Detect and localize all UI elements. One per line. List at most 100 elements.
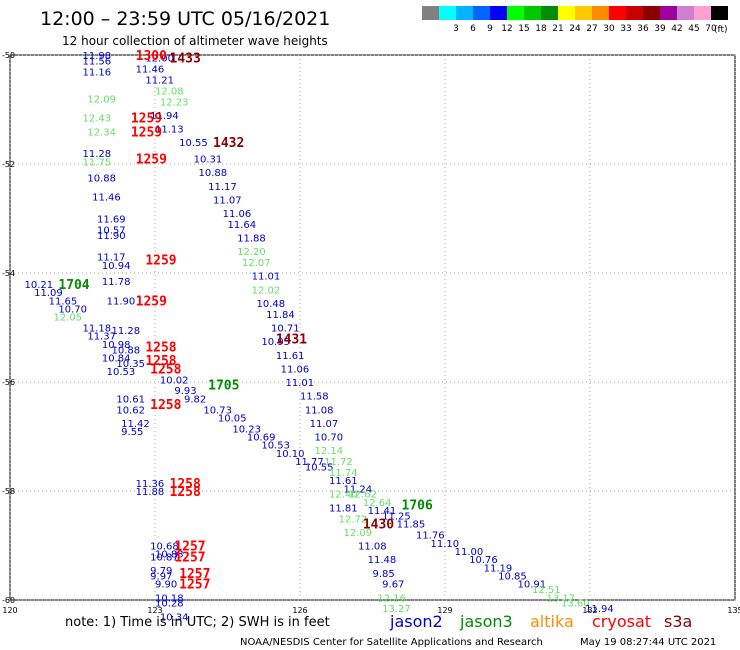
swh-value: 12.08 bbox=[155, 86, 184, 97]
swh-value: 11.61 bbox=[276, 351, 305, 362]
swh-value: 10.91 bbox=[518, 580, 547, 591]
footer-note: note: 1) Time is in UTC; 2) SWH is in fe… bbox=[65, 615, 330, 630]
swh-value: 11.25 bbox=[382, 512, 411, 523]
swh-value: 12.07 bbox=[242, 258, 271, 269]
lon-tick-label: 123 bbox=[147, 606, 162, 615]
swh-value: 9.67 bbox=[382, 580, 404, 591]
swh-value: 11.09 bbox=[34, 288, 63, 299]
swh-value: 12.72 bbox=[339, 514, 368, 525]
legend-swatch bbox=[592, 6, 609, 20]
swh-value: 10.88 bbox=[112, 345, 141, 356]
swh-value: 11.94 bbox=[585, 604, 614, 615]
swh-value: 12.00 bbox=[145, 54, 174, 65]
legend-unit: (ft) bbox=[714, 25, 728, 35]
swh-value: 10.88 bbox=[199, 168, 228, 179]
swh-value: 10.69 bbox=[247, 433, 276, 444]
pass-time-label: 1300 bbox=[136, 49, 167, 64]
swh-value: 11.90 bbox=[97, 231, 126, 242]
swh-value: 10.73 bbox=[203, 405, 232, 416]
lon-tick-label: 132 bbox=[582, 606, 597, 615]
legend-value: 36 bbox=[637, 24, 649, 34]
legend-swatch bbox=[541, 6, 558, 20]
swh-value: 10.70 bbox=[58, 304, 87, 315]
swh-value: 11.94 bbox=[150, 111, 179, 122]
pass-time-label: 1259 bbox=[136, 294, 167, 309]
pass-time-label: 1258 bbox=[170, 485, 201, 500]
lat-tick-label: -54 bbox=[2, 269, 15, 278]
swh-value: 10.87 bbox=[150, 552, 179, 563]
swh-value: 10.53 bbox=[261, 441, 290, 452]
pass-time-label: 1706 bbox=[402, 499, 433, 514]
swh-value: 11.69 bbox=[97, 215, 126, 226]
lon-tick-label: 135 bbox=[727, 606, 740, 615]
swh-value: 11.90 bbox=[107, 296, 136, 307]
swh-value: 13.17 bbox=[547, 593, 576, 604]
legend-swatch bbox=[422, 6, 439, 20]
legend-value: 39 bbox=[654, 24, 666, 34]
swh-value: 11.06 bbox=[281, 364, 310, 375]
swh-value: 11.77 bbox=[295, 457, 324, 468]
swh-value: 11.08 bbox=[305, 405, 334, 416]
legend-swatch bbox=[660, 6, 677, 20]
swh-value: 12.05 bbox=[54, 313, 83, 324]
satellite-name-jason2: jason2 bbox=[389, 612, 443, 631]
legend-value: 70 bbox=[705, 24, 717, 34]
lon-tick-label: 126 bbox=[292, 606, 307, 615]
swh-value: 11.08 bbox=[358, 542, 387, 553]
swh-value: 9.85 bbox=[373, 569, 395, 580]
swh-value: 11.74 bbox=[329, 468, 358, 479]
swh-value: 11.19 bbox=[484, 563, 513, 574]
legend-value: 12 bbox=[501, 24, 512, 34]
swh-value: 10.70 bbox=[315, 433, 344, 444]
swh-value: 11.10 bbox=[431, 539, 460, 550]
legend-swatch bbox=[694, 6, 711, 20]
swh-value: 10.02 bbox=[160, 375, 189, 386]
swh-value: 10.84 bbox=[102, 353, 131, 364]
swh-value: 11.17 bbox=[97, 253, 126, 264]
swh-value: 10.83 bbox=[155, 550, 184, 561]
legend-value: 45 bbox=[688, 24, 699, 34]
pass-time-label: 1430 bbox=[363, 518, 394, 533]
swh-value: 10.10 bbox=[276, 449, 305, 460]
swh-value: 11.65 bbox=[49, 296, 78, 307]
swh-value: 12.43 bbox=[83, 114, 112, 125]
lat-tick-label: -56 bbox=[2, 378, 15, 387]
footer-credit: NOAA/NESDIS Center for Satellite Applica… bbox=[240, 637, 543, 648]
swh-value: 12.34 bbox=[87, 127, 116, 138]
pass-time-label: 1257 bbox=[179, 567, 210, 582]
pass-time-label: 1257 bbox=[174, 540, 205, 555]
legend-swatch bbox=[609, 6, 626, 20]
swh-value: 12.51 bbox=[532, 585, 561, 596]
pass-time-label: 1705 bbox=[208, 379, 239, 394]
pass-time-labels: 1300 143312591259143212591259170412591431… bbox=[58, 49, 433, 593]
swh-value: 11.84 bbox=[266, 310, 295, 321]
swh-value: 11.00 bbox=[455, 547, 484, 558]
swh-value: 9.55 bbox=[121, 427, 143, 438]
swh-value: 11.24 bbox=[344, 484, 373, 495]
swh-value: 10.76 bbox=[469, 555, 498, 566]
legend-swatch bbox=[490, 6, 507, 20]
pass-time-label: 1258 bbox=[145, 341, 176, 356]
swh-value: 11.28 bbox=[112, 326, 141, 337]
lon-tick-label: 120 bbox=[2, 606, 17, 615]
swh-value: 12.14 bbox=[315, 446, 344, 457]
legend-swatch bbox=[626, 6, 643, 20]
legend-swatch bbox=[456, 6, 473, 20]
legend-value: 15 bbox=[518, 24, 529, 34]
swh-value: 12.23 bbox=[160, 97, 189, 108]
legend-value: 24 bbox=[569, 24, 581, 34]
swh-value: 11.17 bbox=[208, 182, 237, 193]
swh-value: 10.21 bbox=[25, 280, 54, 291]
swh-value: 11.88 bbox=[136, 487, 165, 498]
legend-swatch bbox=[507, 6, 524, 20]
pass-time-label: 1431 bbox=[276, 332, 307, 347]
lon-tick-label: 129 bbox=[437, 606, 452, 615]
swh-value: 10.34 bbox=[160, 612, 189, 623]
satellite-name-cryosat: cryosat bbox=[592, 612, 651, 631]
swh-value: 11.01 bbox=[286, 378, 315, 389]
legend-value: 18 bbox=[535, 24, 547, 34]
swh-value: 10.05 bbox=[218, 413, 247, 424]
pass-time-label: 1259 bbox=[131, 112, 162, 127]
legend-value: 21 bbox=[552, 24, 563, 34]
swh-value: 11.18 bbox=[83, 324, 112, 335]
